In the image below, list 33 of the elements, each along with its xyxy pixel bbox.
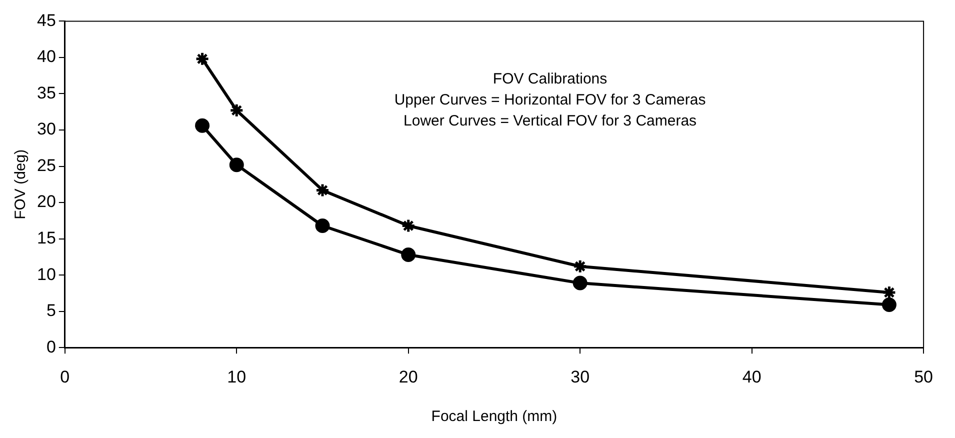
y-axis-title: FOV (deg) — [12, 149, 30, 220]
point — [401, 218, 416, 233]
y-tick-label: 35 — [36, 83, 56, 102]
x-tick-label: 0 — [60, 367, 70, 386]
point — [229, 103, 244, 118]
y-tick-label: 0 — [46, 337, 56, 356]
x-tick-label: 40 — [742, 367, 762, 386]
point — [229, 158, 244, 172]
point — [401, 248, 416, 262]
point — [315, 182, 330, 198]
annotation: Upper Curves = Horizontal FOV for 3 Cameras — [394, 91, 706, 108]
y-tick-label: 40 — [36, 47, 56, 66]
y-tick-label: 30 — [36, 120, 56, 139]
point — [572, 259, 588, 274]
x-tick-label: 30 — [570, 367, 590, 386]
x-tick-label: 50 — [914, 367, 934, 386]
point — [882, 285, 896, 300]
y-tick-label: 20 — [36, 192, 56, 212]
point — [195, 118, 210, 133]
point — [882, 298, 896, 312]
x-axis-title: Focal Length (mm) — [431, 408, 558, 426]
annotation: FOV Calibrations — [492, 70, 608, 88]
y-tick-label: 45 — [36, 10, 56, 30]
point — [315, 218, 330, 233]
x-tick-label: 20 — [398, 367, 418, 386]
y-tick-label: 10 — [36, 264, 56, 284]
y-tick-label: 5 — [46, 301, 56, 320]
annotation: Lower Curves = Vertical FOV for 3 Cameras — [404, 112, 697, 130]
y-tick-label: 25 — [36, 156, 56, 175]
y-tick-label: 15 — [36, 228, 56, 248]
point — [195, 52, 210, 66]
x-tick-label: 10 — [227, 367, 246, 386]
point — [572, 276, 588, 290]
